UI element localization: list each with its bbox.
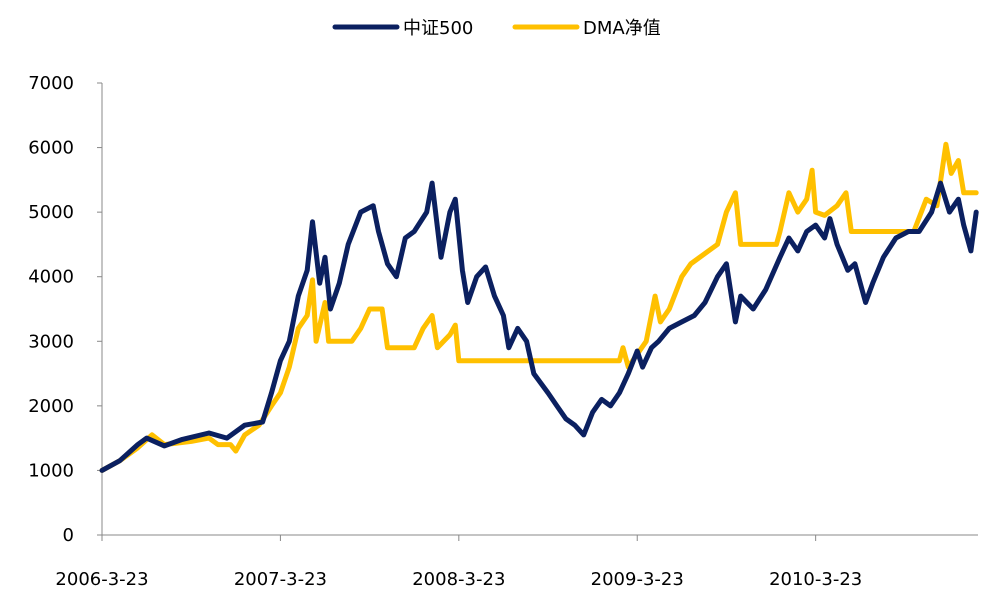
y-tick-label: 7000 [28,73,74,94]
x-tick-label: 2010-3-23 [769,569,862,590]
y-tick-label: 0 [63,525,74,546]
x-tick-label: 2009-3-23 [591,569,684,590]
y-tick-label: 1000 [28,460,74,481]
x-tick-label: 2007-3-23 [234,569,327,590]
legend-label-0: 中证500 [403,18,473,39]
series-line-0 [99,180,979,473]
x-tick-label: 2008-3-23 [412,569,505,590]
series-line-1 [99,141,979,473]
y-tick-label: 4000 [28,267,74,288]
y-tick-label: 3000 [28,331,74,352]
y-tick-label: 6000 [28,138,74,159]
x-tick-label: 2006-3-23 [55,569,148,590]
legend-label-1: DMA净值 [583,18,661,39]
y-tick-label: 2000 [28,396,74,417]
y-tick-label: 5000 [28,202,74,223]
